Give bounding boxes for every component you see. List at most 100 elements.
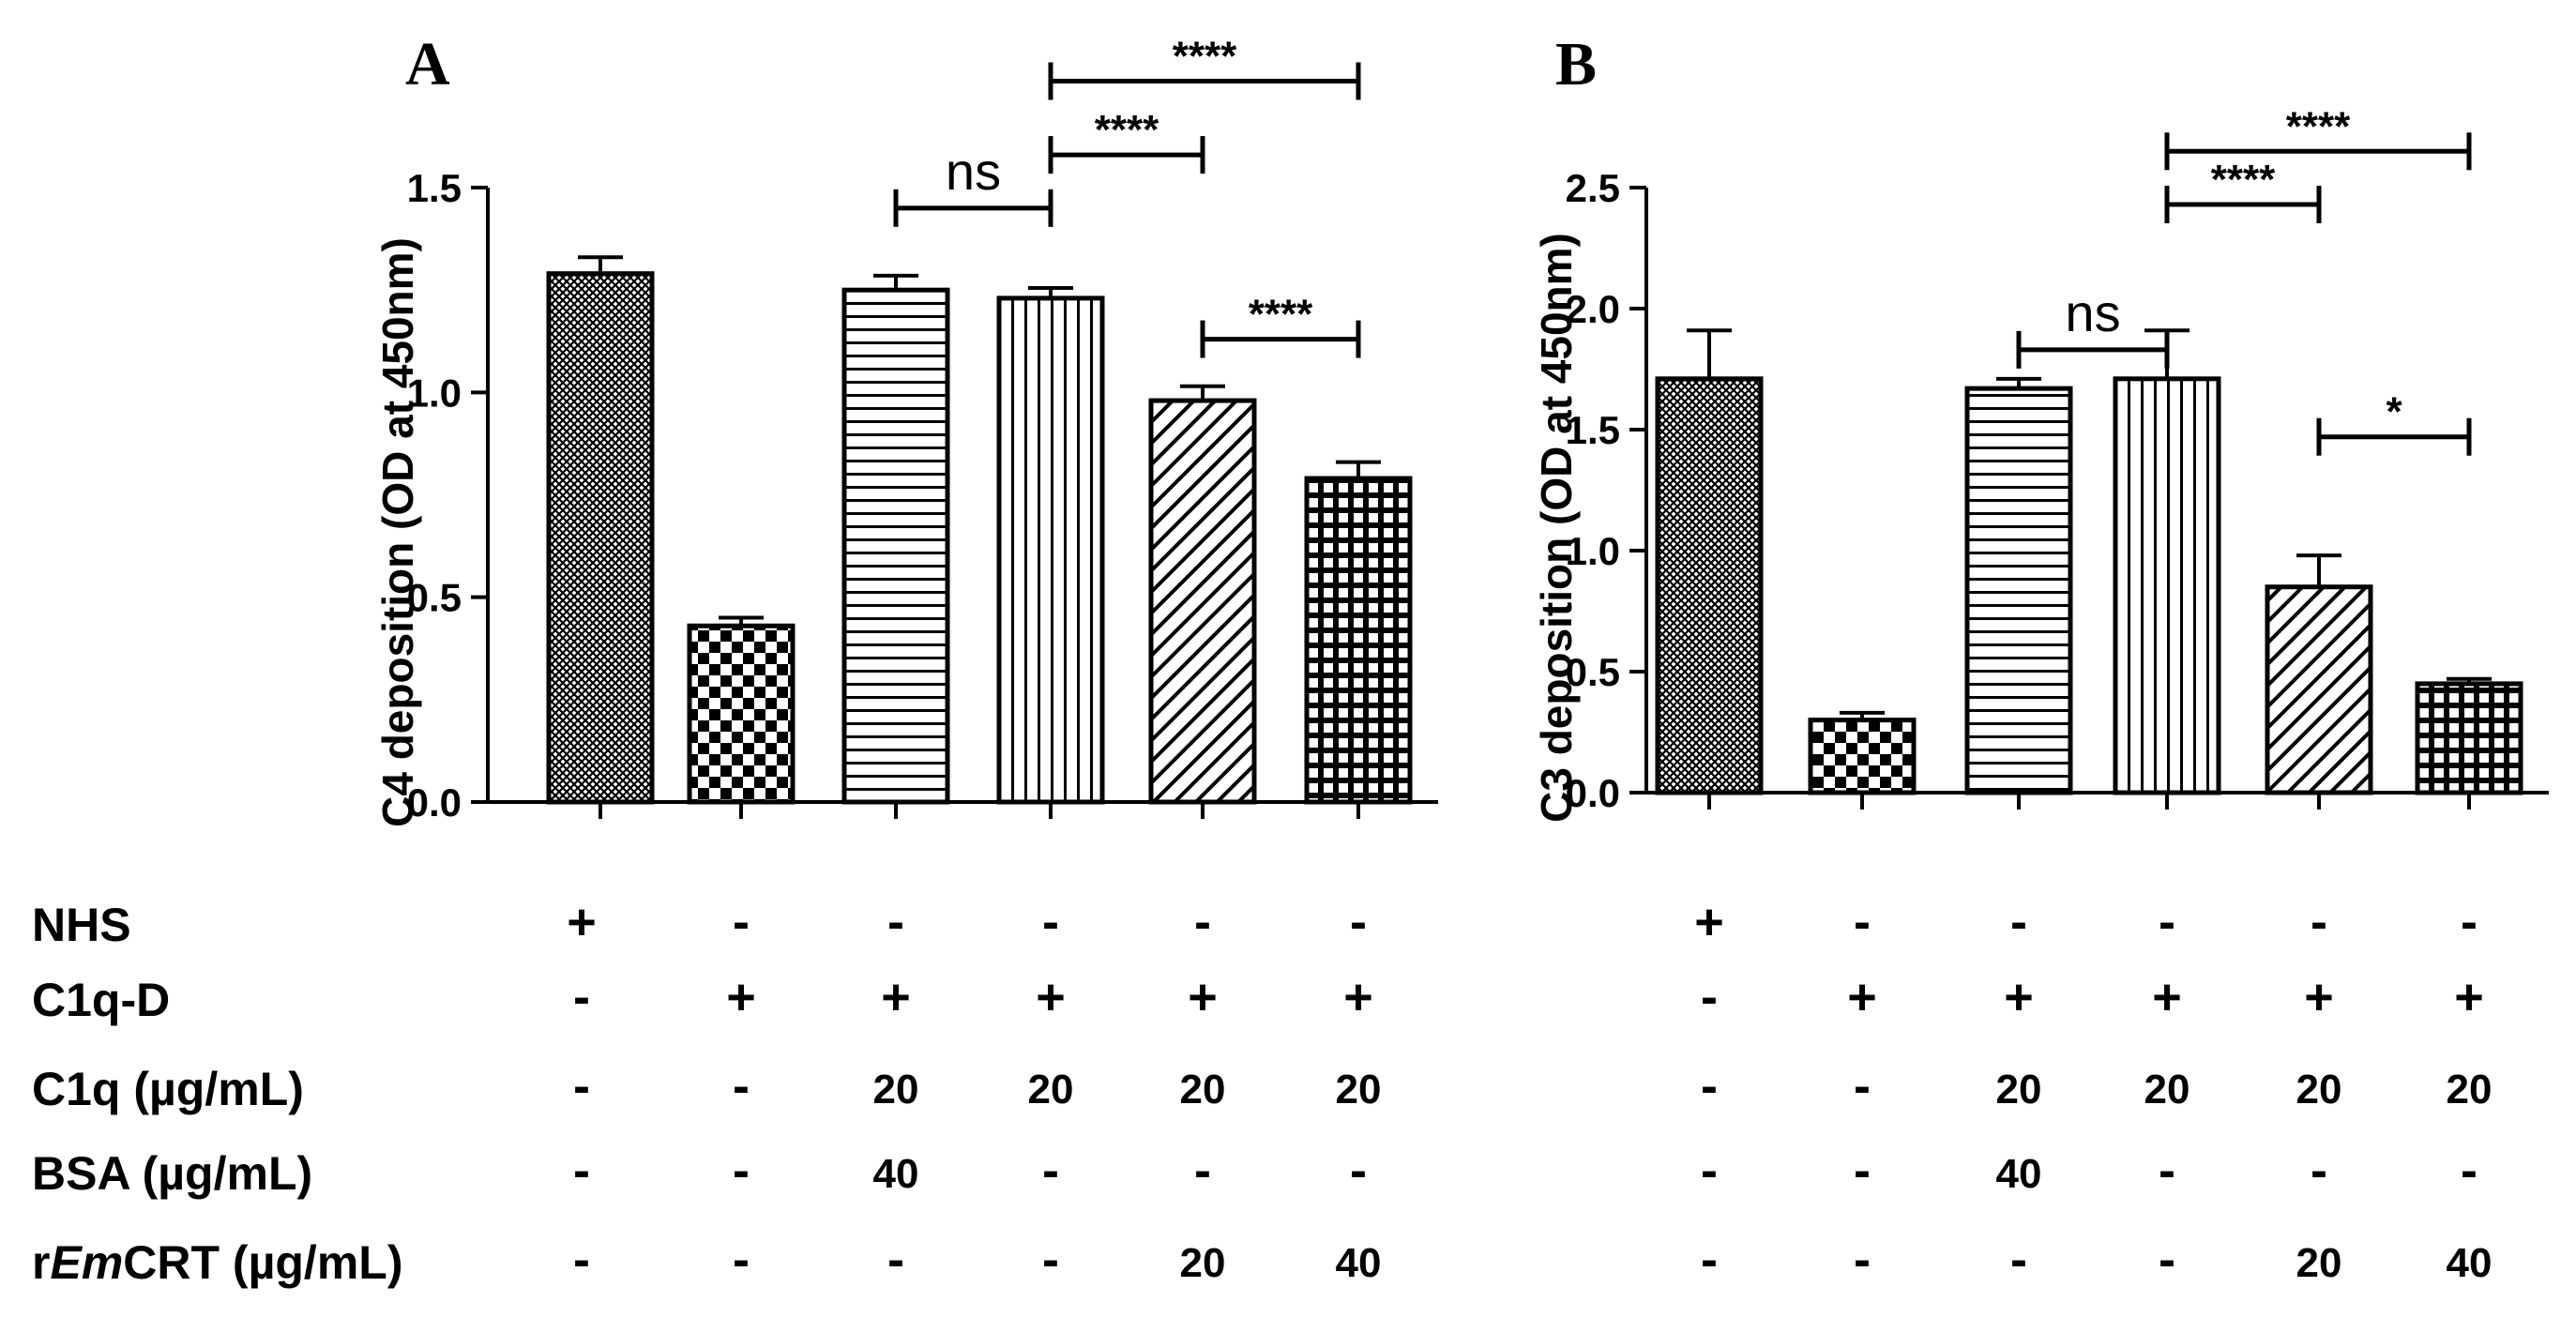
condition-cell-a-r2-c6: + [1343, 969, 1373, 1025]
panel-b-letter: B [1555, 30, 1597, 98]
condition-row-label-2: C1q-D [32, 974, 170, 1026]
panel-a-bar-6 [1304, 476, 1413, 805]
condition-cell-a-r1-c1: + [567, 894, 597, 950]
condition-cell-b-r1-c1: + [1694, 894, 1724, 950]
condition-cell-b-r1-c3: - [2010, 894, 2027, 950]
condition-cell-a-r4-c6: - [1350, 1143, 1367, 1199]
condition-cell-b-r2-c4: + [2152, 969, 2182, 1025]
panel-a-letter: A [405, 30, 450, 98]
panel-b-bar-3 [1964, 386, 2073, 795]
panel-a-bar-1 [546, 271, 655, 805]
panel-b-significance-3: **** [2164, 103, 2472, 171]
condition-cell-a-r5-c6: 40 [1336, 1240, 1382, 1286]
condition-cell-b-r4-c6: - [2461, 1143, 2478, 1199]
panel-b-bar-1 [1655, 376, 1764, 795]
condition-cell-a-r5-c1: - [573, 1232, 590, 1288]
condition-cell-a-r5-c2: - [733, 1232, 750, 1288]
panel-b-bar-6 [2415, 681, 2523, 795]
condition-cell-a-r2-c3: + [881, 969, 911, 1025]
condition-cell-a-r1-c3: - [887, 894, 904, 950]
panel-a-significance-1: ns [893, 142, 1053, 227]
condition-cell-b-r4-c3: 40 [1996, 1151, 2042, 1197]
panel-a-bar-4 [996, 295, 1105, 805]
condition-cell-b-r4-c4: - [2159, 1143, 2175, 1199]
condition-row-label-1: NHS [32, 899, 131, 951]
condition-cell-a-r3-c6: 20 [1336, 1067, 1382, 1113]
condition-cell-b-r3-c6: 20 [2447, 1067, 2493, 1113]
condition-cell-a-r2-c2: + [726, 969, 756, 1025]
condition-cell-b-r2-c5: + [2304, 969, 2334, 1025]
condition-cell-a-r1-c5: - [1194, 894, 1211, 950]
condition-cell-a-r3-c4: 20 [1028, 1067, 1074, 1113]
panel-a-significance-2: **** [1048, 107, 1205, 174]
condition-cell-b-r1-c4: - [2159, 894, 2175, 950]
condition-cell-a-r4-c4: - [1042, 1143, 1059, 1199]
condition-row-label-4: BSA (µg/mL) [32, 1147, 312, 1200]
panel-a-bar-2 [687, 623, 796, 805]
condition-cell-b-r5-c1: - [1701, 1232, 1718, 1288]
panel-a-y-tick-label: 1.5 [407, 166, 462, 210]
panel-b-bar-2 [1808, 718, 1917, 795]
condition-cell-a-r1-c6: - [1350, 894, 1367, 950]
panel-b-y-tick-label: 1.0 [1566, 529, 1620, 573]
condition-cell-b-r1-c5: - [2311, 894, 2327, 950]
condition-cell-b-r5-c5: 20 [2296, 1240, 2342, 1286]
condition-cell-b-r5-c4: - [2159, 1232, 2175, 1288]
panel-b-significance-label-3: **** [2286, 103, 2351, 149]
panel-a-y-axis-label: C4 deposition (OD at 450nm) [373, 237, 422, 827]
condition-cell-a-r4-c2: - [733, 1143, 750, 1199]
condition-cell-b-r4-c5: - [2311, 1143, 2327, 1199]
condition-cell-a-r4-c3: 40 [873, 1151, 919, 1197]
condition-cell-b-r5-c3: - [2010, 1232, 2027, 1288]
condition-cell-a-r4-c5: - [1194, 1143, 1211, 1199]
condition-cell-b-r4-c1: - [1701, 1143, 1718, 1199]
condition-cell-b-r2-c3: + [2004, 969, 2034, 1025]
panel-a-significance-label-2: **** [1095, 107, 1159, 153]
condition-cell-b-r1-c6: - [2461, 894, 2478, 950]
condition-cell-a-r1-c2: - [733, 894, 750, 950]
panel-a-significance-label-4: **** [1249, 292, 1313, 338]
condition-cell-a-r5-c5: 20 [1180, 1240, 1226, 1286]
condition-row-label-5: rEmCRT (µg/mL) [32, 1236, 402, 1289]
panel-b-y-tick-label: 0.0 [1566, 771, 1620, 815]
condition-cell-b-r2-c2: + [1847, 969, 1877, 1025]
condition-cell-b-r3-c5: 20 [2296, 1067, 2342, 1113]
panel-b-y-tick-label: 2.5 [1566, 166, 1620, 210]
condition-cell-a-r2-c1: - [573, 969, 590, 1025]
panel-b-y-tick-label: 1.5 [1566, 408, 1620, 452]
panel-b-significance-label-1: ns [2065, 283, 2120, 342]
panel-a-bar-3 [841, 287, 950, 805]
panel-a-y-tick-label: 1.0 [407, 371, 462, 415]
condition-cell-a-r3-c2: - [733, 1058, 750, 1114]
condition-cell-a-r5-c4: - [1042, 1232, 1059, 1288]
panel-b-significance-1: ns [2016, 283, 2170, 369]
panel-b-significance-4: * [2316, 389, 2472, 456]
condition-cell-b-r2-c6: + [2454, 969, 2484, 1025]
condition-cell-b-r2-c1: - [1701, 969, 1718, 1025]
condition-cell-b-r3-c1: - [1701, 1058, 1718, 1114]
panel-a-y-tick-label: 0.5 [407, 576, 462, 620]
condition-cell-b-r5-c2: - [1854, 1232, 1871, 1288]
condition-cell-b-r1-c2: - [1854, 894, 1871, 950]
condition-cell-b-r4-c2: - [1854, 1143, 1871, 1199]
panel-a-significance-label-3: **** [1173, 33, 1237, 79]
panel-b-significance-label-4: * [2386, 389, 2402, 435]
panel-b-bar-5 [2265, 584, 2373, 795]
panel-a-significance-4: **** [1200, 292, 1361, 358]
panel-b-significance-label-2: **** [2211, 157, 2276, 203]
panel-a-chart: 0.0 0.5 1.0 1.5 C4 deposition (OD at 450nm) n… [373, 33, 1438, 827]
panel-b-bar-4 [2113, 376, 2221, 795]
condition-cell-a-r2-c5: + [1188, 969, 1218, 1025]
condition-cell-b-r3-c2: - [1854, 1058, 1871, 1114]
condition-cell-a-r3-c3: 20 [873, 1067, 919, 1113]
condition-table: NHS C1q-D C1q (µg/mL) BSA (µg/mL) rEmCRT (µg… [32, 894, 2492, 1289]
condition-cell-b-r3-c3: 20 [1996, 1067, 2042, 1113]
panel-a-significance-label-1: ns [946, 142, 1001, 201]
panel-b-y-tick-label: 2.0 [1566, 287, 1620, 331]
condition-cell-a-r5-c3: - [887, 1232, 904, 1288]
condition-cell-a-r3-c5: 20 [1180, 1067, 1226, 1113]
condition-cell-a-r4-c1: - [573, 1143, 590, 1199]
condition-cell-a-r2-c4: + [1036, 969, 1066, 1025]
condition-cell-b-r5-c6: 40 [2447, 1240, 2493, 1286]
